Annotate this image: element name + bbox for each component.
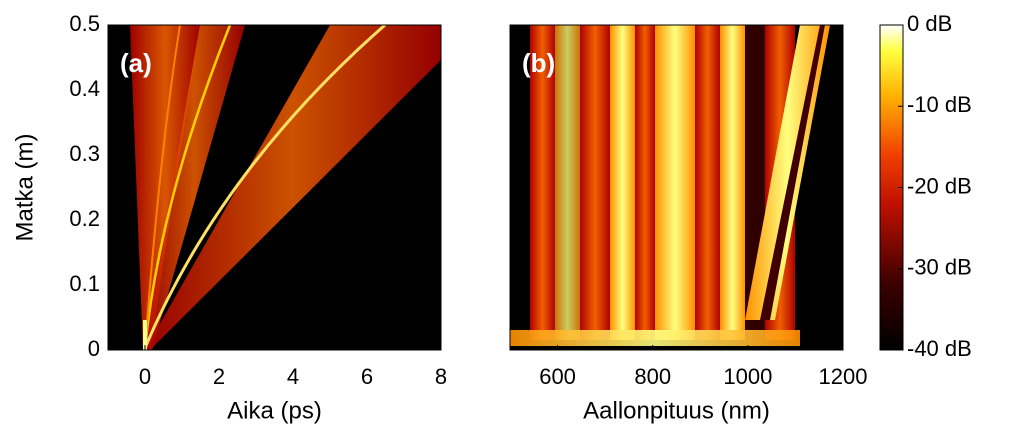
x-tick-label: 6 [361, 364, 373, 389]
x-tick-label: 1200 [819, 364, 868, 389]
y-tick-label: 0 [88, 336, 100, 361]
colorbar-tick-label: -20 dB [907, 173, 972, 198]
y-tick-label: 0.1 [69, 271, 100, 296]
x-tick-label: 800 [634, 364, 671, 389]
colorbar-tick-label: -10 dB [907, 92, 972, 117]
heatmap-image [510, 25, 843, 350]
x-axis-label: Aika (ps) [227, 397, 322, 424]
y-tick-label: 0.3 [69, 141, 100, 166]
x-tick-label: 4 [287, 364, 299, 389]
x-tick-label: 2 [213, 364, 225, 389]
plot-frame [107, 24, 442, 351]
heatmap-image [108, 23, 441, 350]
panel-label: (a) [120, 48, 152, 78]
x-tick-label: 1000 [723, 364, 772, 389]
y-axis-label: Matka (m) [11, 134, 38, 242]
colorbar-tick-label: -30 dB [907, 255, 972, 280]
y-tick-label: 0.4 [69, 76, 100, 101]
plot-frame [509, 24, 844, 351]
x-axis-label: Aallonpituus (nm) [583, 397, 770, 424]
y-tick-label: 0.5 [69, 11, 100, 36]
colorbar-tick-label: 0 dB [907, 11, 952, 36]
panel-label: (b) [522, 48, 555, 78]
x-tick-label: 8 [435, 364, 447, 389]
colorbar-tick-label: -40 dB [907, 336, 972, 361]
x-tick-label: 0 [139, 364, 151, 389]
y-tick-label: 0.2 [69, 206, 100, 231]
x-tick-label: 600 [539, 364, 576, 389]
